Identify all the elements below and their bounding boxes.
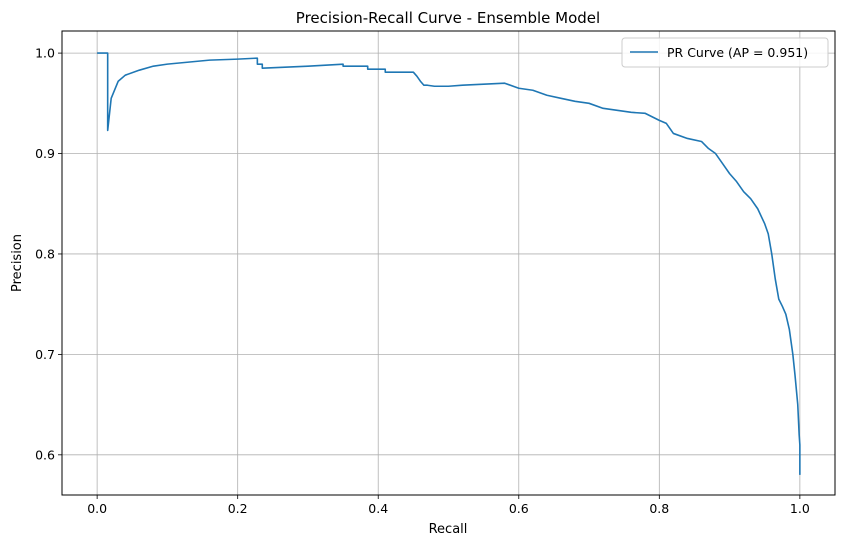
x-tick-label: 0.2 <box>228 501 248 516</box>
x-tick-label: 0.0 <box>87 501 107 516</box>
y-axis-title: Precision <box>10 234 25 292</box>
legend-box <box>621 37 829 68</box>
x-axis-title: Recall <box>429 522 468 537</box>
x-tick-label: 0.4 <box>368 501 388 516</box>
y-axis: 0.6 0.7 0.8 0.9 1.0 <box>35 46 62 462</box>
y-tick-label: 0.9 <box>35 146 55 161</box>
y-tick-label: 0.6 <box>35 447 55 462</box>
x-tick-label: 0.8 <box>649 501 669 516</box>
legend: PR Curve (AP = 0.951) <box>621 37 829 68</box>
y-tick-label: 0.8 <box>35 246 55 261</box>
chart-title: Precision-Recall Curve - Ensemble Model <box>296 9 600 27</box>
grid-layer <box>62 31 835 495</box>
legend-label: PR Curve (AP = 0.951) <box>667 45 808 60</box>
curve-layer <box>97 52 801 475</box>
x-axis: 0.0 0.2 0.4 0.6 0.8 1.0 <box>87 495 810 516</box>
y-tick-label: 0.7 <box>35 347 55 362</box>
x-tick-label: 0.6 <box>509 501 529 516</box>
pr-curve-line <box>97 52 801 475</box>
plot-frame <box>61 30 836 496</box>
y-tick-label: 1.0 <box>35 46 55 61</box>
x-tick-label: 1.0 <box>790 501 810 516</box>
